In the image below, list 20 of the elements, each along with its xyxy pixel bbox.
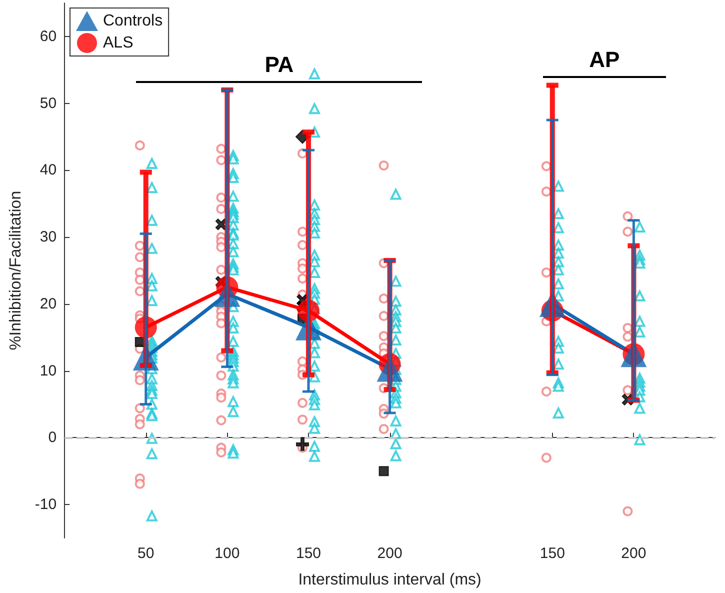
y-tick-label: 10 [40,362,57,380]
x-tick-label: 200 [621,545,646,562]
legend-label: ALS [103,34,134,52]
y-tick-label: 20 [40,295,57,312]
y-tick-label: 30 [40,228,57,246]
annotation: AP [588,47,621,74]
y-tick-label: -10 [34,496,57,514]
y-tick-label: 50 [40,94,57,112]
y-tick-label: 0 [48,429,57,446]
x-tick-label: 100 [214,545,240,562]
x-tick-label: 150 [540,545,565,562]
x-axis-title: Interstimulus interval (ms) [298,572,482,588]
y-axis-title: %Inhibition/Facilitation [8,190,24,350]
y-tick-label: 40 [40,162,57,179]
x-tick-label: 200 [377,545,402,562]
x-tick-label: 50 [138,545,154,562]
legend-label: Controls [103,12,163,30]
annotation: PA [264,52,295,78]
x-tick-label: 150 [296,545,322,562]
y-tick-label: 60 [40,28,57,45]
